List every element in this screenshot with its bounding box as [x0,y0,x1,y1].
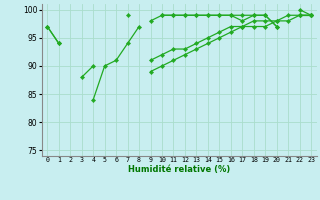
X-axis label: Humidité relative (%): Humidité relative (%) [128,165,230,174]
